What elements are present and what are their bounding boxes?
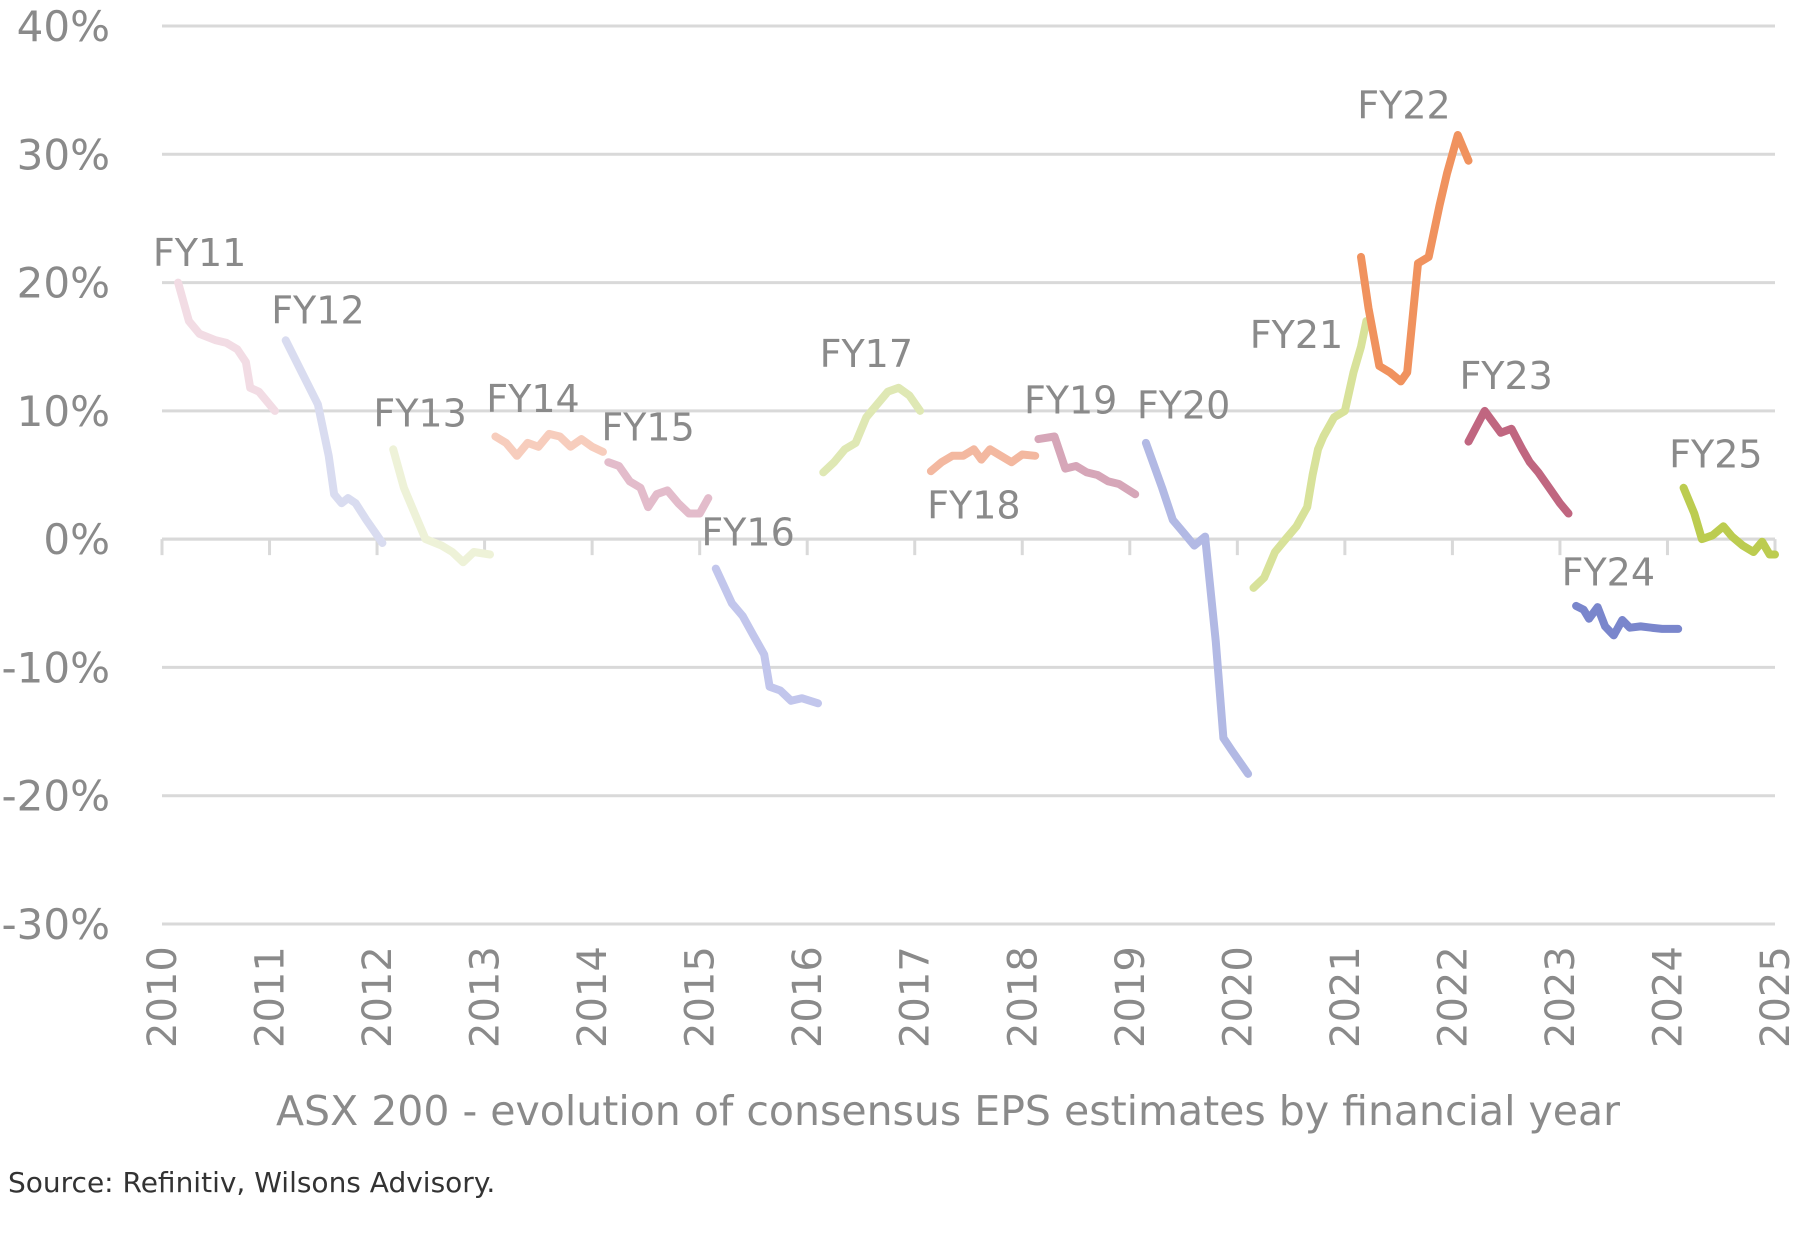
x-tick-label: 2017 (893, 946, 939, 1048)
x-tick-label: 2012 (355, 946, 401, 1048)
axes: 40% 30% 20% 10% 0% -10% -20% -30% 2010 2011 2012 20… (1, 2, 1799, 1048)
y-tick-label: 0% (43, 515, 110, 564)
series-line-fy11 (174, 278, 279, 415)
series-label-fy21: FY21 (1250, 313, 1343, 357)
series-lines (174, 131, 1779, 778)
source-note: Source: Refinitiv, Wilsons Advisory. (8, 1166, 496, 1199)
series-line-fy16 (711, 564, 822, 708)
series-label-fy18: FY18 (927, 484, 1020, 528)
series-line-fy23 (1464, 406, 1573, 518)
y-tick-label: -10% (1, 643, 110, 692)
series-label-fy13: FY13 (373, 391, 466, 435)
series-label-fy11: FY11 (153, 231, 246, 275)
series-label-fy15: FY15 (601, 405, 694, 449)
series-line-fy19 (1034, 432, 1140, 499)
series-annotations: FY11 FY12 FY13 FY14 FY15 FY16 FY17 FY18 FY19 FY20… (153, 83, 1763, 594)
x-tick-label: 2020 (1215, 946, 1261, 1048)
chart-title: ASX 200 - evolution of consensus EPS est… (276, 1087, 1620, 1135)
series-line-fy22 (1357, 131, 1473, 386)
x-tick-label: 2022 (1430, 946, 1476, 1048)
series-label-fy14: FY14 (486, 377, 579, 421)
series-line-fy21 (1249, 317, 1371, 592)
x-tick-label: 2024 (1645, 946, 1691, 1048)
y-tick-label: 20% (17, 259, 110, 308)
series-line-fy14 (491, 429, 607, 460)
x-tick-label: 2015 (678, 946, 724, 1048)
y-tick-label: 10% (17, 387, 110, 436)
series-line-fy18 (926, 445, 1040, 476)
x-tick-label: 2019 (1108, 946, 1154, 1048)
series-label-fy20: FY20 (1137, 384, 1230, 428)
x-tick-label: 2014 (570, 946, 616, 1048)
series-label-fy25: FY25 (1669, 432, 1762, 476)
series-line-fy24 (1572, 601, 1683, 640)
series-label-fy16: FY16 (701, 511, 794, 555)
y-tick-label: -30% (1, 900, 110, 949)
series-line-fy15 (604, 458, 713, 518)
x-tick-label: 2018 (1000, 946, 1046, 1048)
series-label-fy17: FY17 (820, 332, 913, 376)
series-line-fy20 (1141, 438, 1253, 778)
series-label-fy12: FY12 (271, 289, 364, 333)
series-line-fy25 (1679, 483, 1779, 559)
y-tick-label: -20% (1, 772, 110, 821)
x-tick-label: 2023 (1538, 946, 1584, 1048)
series-label-fy19: FY19 (1024, 378, 1117, 422)
series-label-fy24: FY24 (1562, 550, 1655, 594)
x-tick-label: 2025 (1753, 946, 1799, 1048)
x-tick-label: 2016 (785, 946, 831, 1048)
series-line-fy13 (389, 445, 494, 567)
series-label-fy23: FY23 (1459, 354, 1552, 398)
x-tick-label: 2021 (1323, 946, 1369, 1048)
series-label-fy22: FY22 (1357, 83, 1450, 127)
series-line-fy17 (819, 383, 925, 477)
y-tick-label: 30% (17, 130, 110, 179)
x-tick-label: 2010 (140, 946, 186, 1048)
y-tick-label: 40% (17, 2, 110, 51)
x-tick-label: 2011 (248, 946, 294, 1048)
x-tick-label: 2013 (463, 946, 509, 1048)
series-line-fy12 (281, 336, 387, 547)
